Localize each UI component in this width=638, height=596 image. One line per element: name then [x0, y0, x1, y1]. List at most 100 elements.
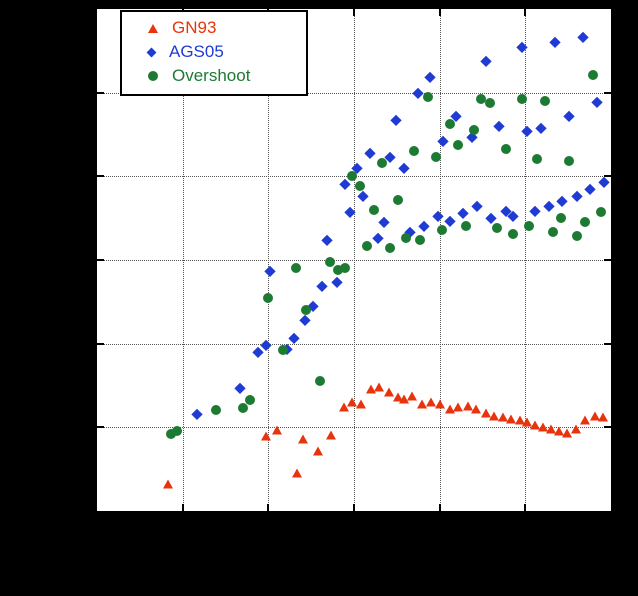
data-point-marker: [253, 346, 264, 358]
data-point-marker: [476, 93, 487, 104]
data-point-marker: [346, 171, 357, 182]
data-point-marker: [492, 223, 503, 234]
data-point-marker: [355, 181, 366, 192]
gridline-horizontal: [97, 427, 611, 429]
data-point-marker: [298, 434, 309, 444]
data-point-marker: [406, 391, 417, 401]
data-point-marker: [414, 234, 425, 245]
data-point-marker: [398, 394, 409, 404]
data-point-marker: [538, 422, 549, 432]
data-point-marker: [484, 97, 495, 108]
legend-item-ags05: AGS05: [122, 40, 306, 64]
data-point-marker: [357, 190, 369, 202]
data-point-marker: [238, 402, 249, 413]
data-point-marker: [471, 404, 482, 414]
data-point-marker: [590, 411, 601, 421]
data-point-marker: [390, 115, 401, 126]
gridline-horizontal: [97, 92, 611, 94]
tick-mark: [97, 175, 104, 178]
data-point-marker: [383, 387, 394, 397]
data-point-marker: [521, 126, 533, 137]
data-point-marker: [506, 414, 517, 424]
tick-mark: [604, 426, 611, 429]
data-point-marker: [562, 428, 573, 438]
data-point-marker: [598, 176, 610, 188]
data-point-marker: [171, 426, 182, 437]
data-point-marker: [571, 424, 582, 434]
data-point-marker: [278, 344, 289, 355]
data-point-marker: [339, 402, 350, 412]
data-point-marker: [584, 183, 596, 195]
tick-mark: [181, 504, 184, 511]
data-point-marker: [588, 69, 598, 80]
data-point-marker: [430, 151, 441, 162]
data-point-marker: [356, 399, 367, 409]
data-point-marker: [191, 408, 203, 419]
tick-mark: [604, 91, 611, 94]
data-point-marker: [596, 207, 607, 218]
data-point-marker: [321, 234, 333, 246]
data-point-marker: [291, 263, 302, 274]
data-point-marker: [549, 36, 561, 47]
data-point-marker: [392, 392, 403, 402]
data-point-marker: [468, 125, 479, 136]
data-point-marker: [564, 155, 575, 166]
data-point-marker: [434, 399, 445, 409]
data-point-marker: [325, 430, 336, 440]
tick-mark: [604, 342, 611, 345]
data-point-marker: [508, 228, 519, 239]
data-point-marker: [462, 401, 473, 411]
data-point-marker: [472, 200, 483, 212]
data-point-marker: [416, 399, 427, 409]
data-point-marker: [591, 96, 603, 108]
data-point-marker: [162, 479, 173, 489]
data-point-marker: [346, 397, 357, 407]
data-point-marker: [235, 382, 246, 393]
data-point-marker: [458, 208, 469, 219]
gridline-horizontal: [97, 343, 611, 345]
data-point-marker: [494, 121, 505, 132]
tick-mark: [604, 175, 611, 178]
data-point-marker: [376, 157, 387, 168]
data-point-marker: [556, 213, 567, 224]
data-point-marker: [398, 162, 410, 174]
data-point-marker: [422, 91, 433, 102]
data-point-marker: [260, 431, 271, 441]
data-point-marker: [374, 382, 385, 391]
data-point-marker: [384, 242, 395, 253]
data-point-marker: [514, 415, 525, 425]
data-point-marker: [480, 55, 491, 67]
tick-mark: [97, 259, 104, 261]
data-point-marker: [364, 147, 376, 158]
legend-label-overshoot: Overshoot: [172, 66, 251, 85]
data-point-marker: [340, 263, 351, 274]
data-point-marker: [316, 280, 328, 292]
data-point-marker: [452, 139, 463, 150]
data-point-marker: [522, 417, 533, 427]
data-point-marker: [597, 412, 608, 422]
data-point-marker: [372, 232, 384, 244]
data-point-marker: [444, 216, 455, 227]
data-point-marker: [516, 93, 527, 104]
data-point-marker: [544, 200, 555, 212]
tick-mark: [97, 91, 104, 94]
data-point-marker: [378, 217, 390, 228]
data-point-marker: [313, 446, 324, 456]
data-point-marker: [432, 211, 444, 222]
data-point-marker: [369, 205, 380, 216]
data-point-marker: [444, 404, 455, 414]
data-point-marker: [263, 292, 274, 303]
data-point-marker: [408, 145, 419, 156]
data-point-marker: [485, 213, 497, 224]
plot-area: GN93 AGS05 Overshoot: [95, 7, 613, 513]
legend-label-gn93: GN93: [172, 18, 217, 37]
data-point-marker: [315, 376, 326, 387]
data-point-marker: [292, 468, 303, 478]
data-point-marker: [524, 221, 535, 232]
legend-item-overshoot: Overshoot: [122, 64, 306, 88]
data-point-marker: [497, 412, 508, 422]
data-point-marker: [572, 230, 583, 241]
data-point-marker: [331, 276, 343, 288]
data-point-marker: [272, 425, 283, 435]
data-point-marker: [301, 304, 312, 315]
